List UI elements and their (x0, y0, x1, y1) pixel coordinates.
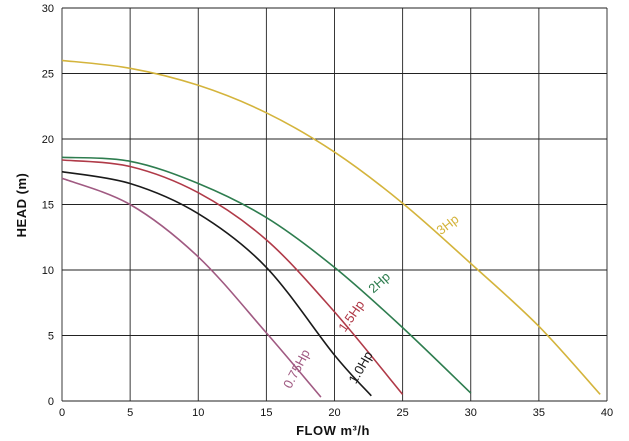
curves (61, 59, 601, 398)
curve-2hp (61, 156, 472, 394)
curve-1-5hp (61, 159, 404, 395)
curve-3hp (61, 59, 601, 395)
y-tick-label: 15 (42, 200, 54, 212)
x-tick-label: 35 (533, 407, 545, 419)
x-tick-label: 30 (465, 407, 477, 419)
x-axis-label: FLOW m³/h (296, 423, 370, 438)
x-tick-label: 20 (328, 407, 340, 419)
y-tick-label: 10 (42, 265, 54, 277)
y-tick-label: 30 (42, 3, 54, 15)
x-tick-label: 25 (397, 407, 409, 419)
curve-0-75hp (61, 177, 322, 398)
curve-1-0hp (61, 170, 372, 397)
y-tick-label: 0 (48, 396, 54, 408)
x-tick-label: 40 (601, 407, 613, 419)
y-axis-label: HEAD (m) (14, 173, 29, 238)
y-tick-label: 25 (42, 69, 54, 81)
x-tick-label: 0 (59, 407, 65, 419)
tick-labels: 0 5 10 15 20 25 30 35 40 0 5 10 15 20 25 30 (42, 3, 613, 419)
grid (61, 7, 608, 402)
x-tick-label: 5 (127, 407, 133, 419)
x-tick-label: 10 (192, 407, 204, 419)
y-tick-label: 5 (48, 331, 54, 343)
y-tick-label: 20 (42, 134, 54, 146)
x-tick-label: 15 (260, 407, 272, 419)
